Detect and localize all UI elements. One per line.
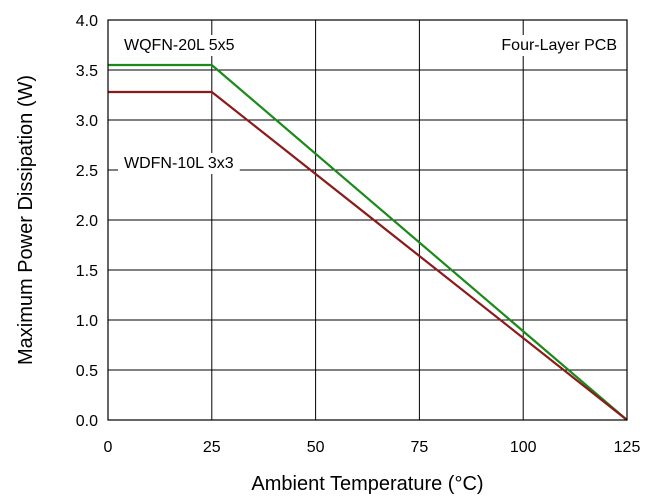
grid-lines — [107, 19, 628, 421]
x-tick-label: 50 — [307, 439, 325, 456]
x-tick-labels: 0 25 50 75 100 125 — [104, 439, 641, 456]
series-line-wdfn — [108, 90, 628, 421]
y-tick-label: 0.0 — [76, 413, 98, 430]
y-tick-label: 2.5 — [76, 163, 98, 180]
series-line-wqfn — [108, 63, 628, 421]
plot-frame — [107, 19, 628, 421]
series-label-wdfn: WDFN-10L 3x3 — [124, 155, 234, 172]
annotation-bg — [495, 35, 623, 56]
y-tick-label: 4.0 — [76, 13, 98, 30]
y-tick-label: 0.5 — [76, 363, 98, 380]
y-tick-labels: 0.0 0.5 1.0 1.5 2.0 2.5 3.0 3.5 4.0 — [76, 13, 98, 430]
series-label-wqfn: WQFN-20L 5x5 — [124, 37, 235, 54]
y-tick-label: 3.0 — [76, 113, 98, 130]
x-tick-label: 75 — [411, 439, 429, 456]
y-tick-label: 2.0 — [76, 213, 98, 230]
y-tick-label: 3.5 — [76, 63, 98, 80]
annotation-four-layer-pcb: Four-Layer PCB — [501, 37, 617, 54]
legend-bg-wdfn — [118, 153, 240, 174]
y-tick-label: 1.5 — [76, 263, 98, 280]
x-tick-label: 100 — [510, 439, 537, 456]
x-axis-title: Ambient Temperature (°C) — [251, 473, 483, 495]
legend-bg-wqfn — [118, 35, 241, 56]
y-axis-title: Maximum Power Dissipation (W) — [15, 75, 37, 365]
y-tick-label: 1.0 — [76, 313, 98, 330]
x-tick-label: 125 — [614, 439, 641, 456]
series-lines — [108, 63, 628, 421]
x-tick-label: 0 — [104, 439, 113, 456]
x-tick-label: 25 — [203, 439, 221, 456]
